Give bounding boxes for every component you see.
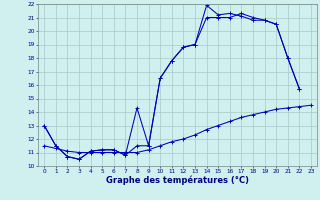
X-axis label: Graphe des températures (°C): Graphe des températures (°C) <box>106 176 249 185</box>
